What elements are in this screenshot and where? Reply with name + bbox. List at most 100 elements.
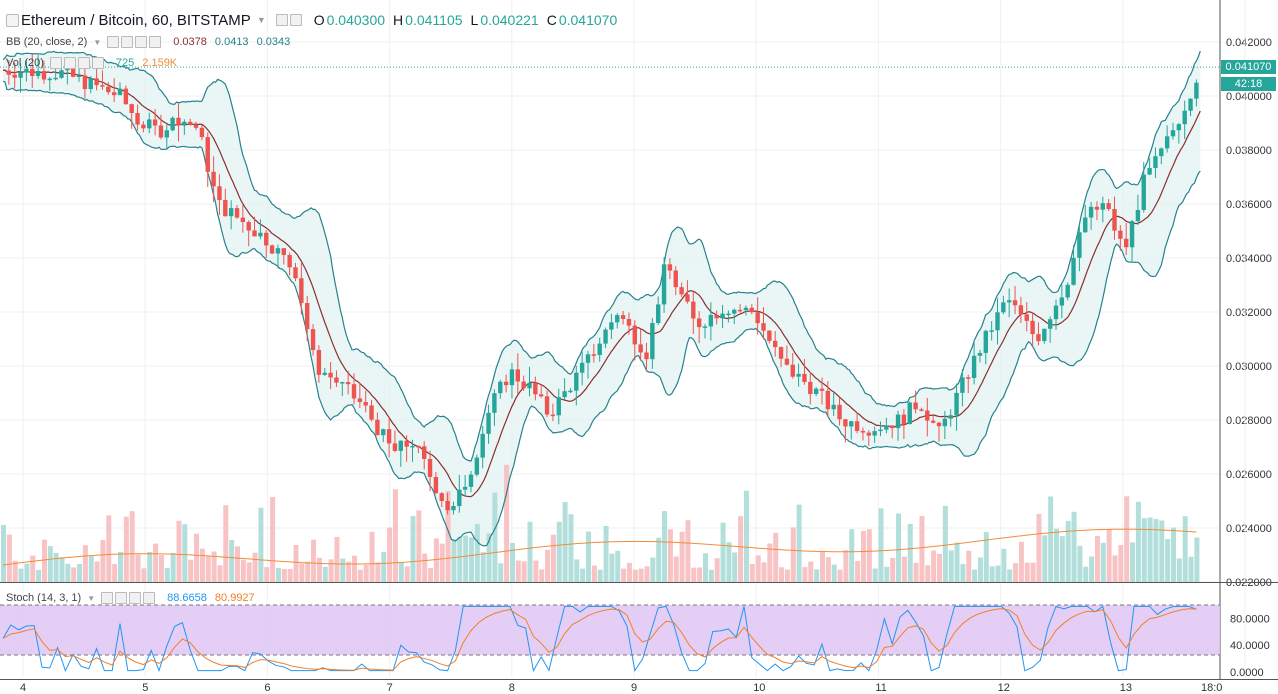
candle-body [913, 402, 918, 410]
volume-bar [603, 525, 609, 582]
candle-body [1094, 206, 1100, 210]
volume-bar [621, 568, 627, 582]
candle-body [749, 307, 754, 313]
candle-body [1036, 334, 1041, 342]
volume-bar [679, 531, 685, 582]
eye-icon[interactable] [49, 57, 62, 69]
price-tick-label: 0.030000 [1226, 361, 1272, 373]
eye-icon[interactable] [275, 14, 288, 26]
candle-body [141, 124, 146, 129]
candle-body [351, 384, 357, 399]
candle-body [556, 397, 561, 416]
volume-bar [562, 501, 568, 582]
gear-icon[interactable] [121, 36, 134, 48]
volume-bar [474, 523, 480, 582]
volume-bar [784, 569, 790, 582]
volume-bar [1, 525, 6, 582]
close-icon[interactable] [149, 36, 162, 48]
plus-icon[interactable] [129, 592, 142, 604]
volume-bar [123, 516, 129, 582]
candle-body [30, 68, 35, 76]
chevron-down-icon[interactable]: ▼ [256, 15, 266, 25]
plus-icon[interactable] [135, 36, 148, 48]
candle-body [357, 398, 363, 403]
volume-bar [135, 554, 141, 582]
volume-bar [931, 550, 937, 582]
volume-bar [948, 550, 954, 582]
volume-bar [504, 464, 510, 582]
candle-body [650, 323, 655, 360]
close-icon[interactable] [143, 592, 156, 604]
chevron-down-icon[interactable]: ▼ [93, 37, 102, 47]
candle-body [755, 312, 760, 324]
volume-bar [539, 569, 545, 582]
volume-bar [258, 507, 264, 582]
volume-bar [673, 556, 679, 582]
volume-bar [755, 555, 761, 582]
bb-fill [3, 50, 1201, 546]
stoch-tick-label: 40.0000 [1230, 640, 1270, 652]
bb-upper-line [2, 50, 1201, 462]
volume-bar [65, 563, 71, 582]
volume-bar [129, 511, 135, 582]
series-settings[interactable] [275, 14, 304, 26]
time-tick-label: 7 [387, 682, 393, 694]
close-icon[interactable] [91, 57, 104, 69]
time-tick-label: 10 [753, 682, 765, 694]
volume-bar [176, 520, 182, 582]
candle-body [88, 78, 93, 90]
vol-name[interactable]: Vol (20) [6, 57, 44, 69]
candle-body [691, 301, 696, 319]
volume-bar [1007, 569, 1013, 582]
candle-body [995, 312, 1000, 331]
candle-body [1077, 232, 1082, 258]
candle-body [100, 85, 105, 87]
volume-bar [533, 560, 539, 582]
eye-icon[interactable] [107, 36, 120, 48]
candle-body [111, 92, 117, 96]
volume-bar [907, 524, 913, 582]
symbol-title[interactable]: Ethereum / Bitcoin, 60, BITSTAMP [21, 11, 251, 29]
volume-bar [47, 546, 53, 582]
gear-icon[interactable] [63, 57, 76, 69]
volume-bar [743, 490, 749, 582]
stoch-legend: Stoch (14, 3, 1) ▼ 88.6658 80.9927 [6, 592, 263, 604]
volume-bar [199, 548, 205, 582]
gear-icon[interactable] [289, 14, 302, 26]
candle-body [942, 418, 948, 427]
stoch-name[interactable]: Stoch (14, 3, 1) [6, 592, 82, 604]
candle-body [223, 199, 228, 217]
plus-icon[interactable] [77, 57, 90, 69]
volume-bar [977, 557, 983, 582]
bb-name[interactable]: BB (20, close, 2) [6, 36, 88, 48]
candle-body [106, 86, 111, 93]
symbol-header: Ethereum / Bitcoin, 60, BITSTAMP ▼ O 0.04… [6, 10, 625, 30]
candle-body [696, 318, 702, 328]
candle-body [217, 186, 222, 200]
candle-body [784, 358, 790, 365]
volume-bar [328, 559, 334, 582]
volume-bar [644, 566, 650, 582]
volume-bar [392, 489, 398, 582]
time-tick-label: 5 [142, 682, 148, 694]
volume-bar [1059, 536, 1065, 582]
volume-bar [1176, 558, 1182, 582]
candle-body [474, 457, 480, 475]
candle-body [849, 421, 854, 427]
candle-body [158, 125, 164, 138]
volume-bar [235, 546, 240, 582]
eye-icon[interactable] [101, 592, 114, 604]
candle-body [685, 294, 690, 302]
gear-icon[interactable] [115, 592, 128, 604]
candle-body [1164, 136, 1170, 149]
candle-body [287, 255, 292, 268]
candle-body [837, 404, 842, 420]
price-tick-label: 0.024000 [1226, 523, 1272, 535]
collapse-icon[interactable] [6, 13, 19, 27]
chevron-down-icon[interactable]: ▼ [87, 593, 96, 603]
candle-body [732, 309, 737, 314]
volume-bar [703, 553, 708, 582]
volume-bar [521, 561, 527, 582]
volume-bar [972, 569, 978, 582]
